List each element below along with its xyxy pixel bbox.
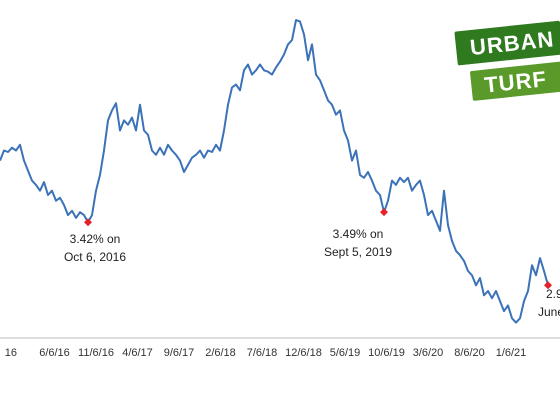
logo-sign-bottom: [468, 59, 560, 103]
x-tick-label: 12/6/18: [285, 347, 322, 359]
rate-line: [0, 19, 549, 324]
annotation: Oct 6, 2016: [64, 250, 126, 264]
x-tick-label: 8/6/20: [454, 347, 485, 359]
logo: URBAN TURF: [452, 18, 560, 103]
x-tick-label: 11/6/16: [78, 347, 114, 359]
low-marker: [380, 208, 388, 217]
annotation: 3.42% on: [70, 232, 121, 246]
x-tick-label: 10/6/19: [368, 347, 405, 359]
low-marker: [544, 281, 552, 290]
x-tick-label: 3/6/20: [413, 347, 444, 359]
x-tick-label: 7/6/18: [247, 347, 278, 359]
low-marker: [84, 218, 92, 227]
x-tick-label: 5/6/19: [330, 347, 361, 359]
logo-sign-top: [452, 18, 560, 68]
x-tick-label: 6/6/16: [39, 347, 70, 359]
annotation: June: [538, 305, 560, 319]
annotation: Sept 5, 2019: [324, 245, 392, 259]
x-tick-label: 1/6/21: [496, 347, 527, 359]
x-tick-label: 16: [5, 347, 17, 359]
x-tick-label: 2/6/18: [205, 347, 236, 359]
annotation: 2.9: [546, 287, 560, 301]
x-tick-label: 9/6/17: [164, 347, 195, 359]
annotation: 3.49% on: [333, 227, 384, 241]
x-tick-label: 4/6/17: [122, 347, 153, 359]
